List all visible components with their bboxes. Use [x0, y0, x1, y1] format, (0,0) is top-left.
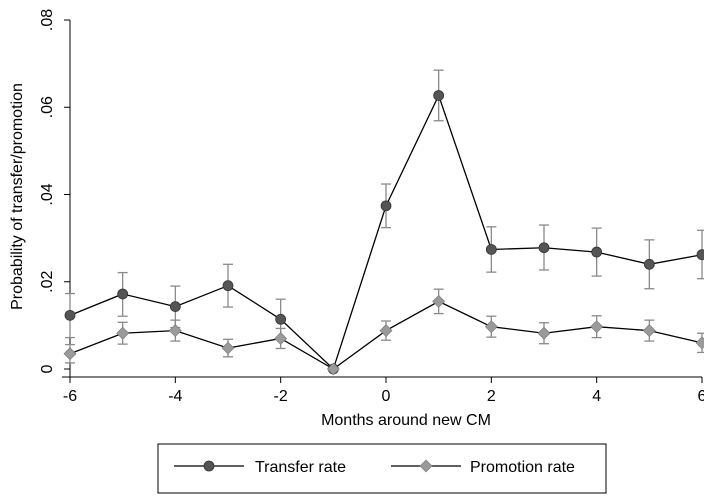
y-tick-label: .02 — [39, 271, 56, 293]
y-axis-title: Probability of transfer/promotion — [9, 83, 26, 310]
promotion-rate-point — [537, 326, 551, 340]
series-markers — [63, 90, 704, 376]
transfer-rate-legend-marker — [203, 460, 215, 472]
transfer-rate-point — [275, 313, 287, 325]
promotion-rate-point — [116, 326, 130, 340]
legend: Transfer rate Promotion rate — [157, 443, 607, 494]
transfer-rate-point — [380, 200, 392, 212]
transfer-rate-point — [64, 309, 76, 321]
x-tick-label: 4 — [592, 388, 601, 405]
promotion-rate-legend-marker — [419, 459, 433, 473]
x-axis-title: Months around new CM — [321, 412, 491, 429]
promotion-rate-legend-label: Promotion rate — [470, 459, 575, 476]
promotion-rate-point — [590, 320, 604, 334]
y-tick-label: .06 — [39, 96, 56, 118]
transfer-rate-point — [538, 242, 550, 254]
promotion-rate-point — [221, 341, 235, 355]
transfer-rate-point — [591, 246, 603, 258]
promotion-rate-point — [432, 294, 446, 308]
promotion-rate-point — [484, 320, 498, 334]
promotion-rate-point — [63, 347, 77, 361]
promotion-rate-point — [326, 362, 340, 376]
y-tick-label: .08 — [39, 9, 56, 31]
promotion-rate-point — [379, 324, 393, 338]
promotion-rate-point — [274, 332, 288, 345]
x-tick-label: 6 — [698, 388, 704, 405]
transfer-rate-point — [117, 288, 129, 300]
transfer-rate-point — [433, 90, 445, 101]
x-tick-label: -2 — [274, 388, 288, 405]
legend-box — [157, 443, 607, 494]
transfer-rate-point — [485, 244, 497, 255]
x-tick-label: 2 — [487, 388, 496, 405]
x-tick-label: 0 — [382, 388, 391, 405]
promotion-rate-point — [695, 336, 704, 350]
y-tick-label: .04 — [39, 183, 56, 205]
transfer-rate-point — [169, 301, 181, 313]
x-tick-label: -4 — [168, 388, 182, 405]
transfer-rate-point — [696, 249, 704, 261]
transfer-rate-point — [222, 280, 234, 292]
y-tick-label: 0 — [39, 364, 56, 373]
promotion-rate-point — [642, 324, 656, 338]
promotion-rate-point — [168, 324, 182, 338]
transfer-rate-point — [643, 258, 655, 270]
transfer-rate-legend-label: Transfer rate — [255, 459, 346, 476]
axes: 0 .02 .04 .06 .08 -6 -4 -2 0 2 4 6 — [39, 9, 704, 405]
x-tick-label: -6 — [63, 388, 77, 405]
